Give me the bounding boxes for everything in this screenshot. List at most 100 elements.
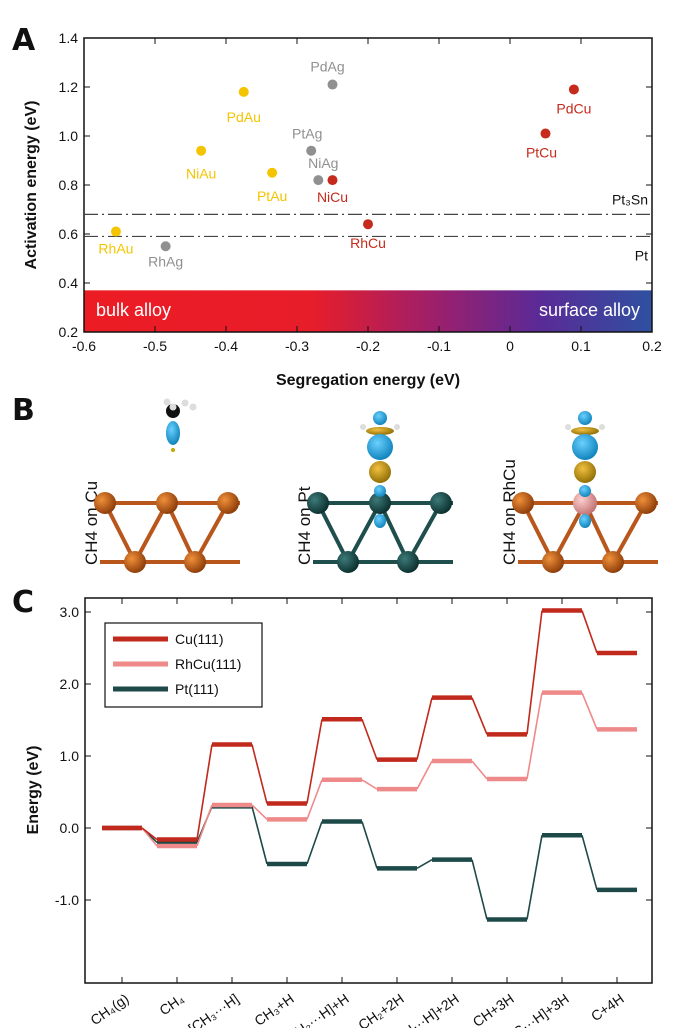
surface-atom	[512, 492, 534, 514]
hydrogen-atom	[181, 399, 189, 407]
legend-label: Cu(111)	[175, 631, 224, 647]
surface-atom	[94, 492, 116, 514]
point-label: RhAu	[98, 241, 133, 257]
point-label: PdCu	[556, 100, 591, 116]
surface-atom	[635, 492, 657, 514]
orbital-lobe	[578, 411, 592, 425]
x-tick-label: CH₄(g)	[87, 990, 131, 1028]
alloy-band	[84, 290, 652, 332]
point-label: PtAg	[292, 126, 322, 142]
data-point	[238, 86, 249, 97]
surface-atom	[156, 492, 178, 514]
orbital-lobe	[166, 421, 180, 445]
surface-atom	[337, 551, 359, 573]
connector-line	[581, 692, 598, 730]
data-point	[327, 79, 338, 90]
connector-line	[196, 804, 213, 847]
point-label: PdAu	[227, 109, 261, 125]
data-point	[540, 128, 551, 139]
y-tick-label: 1.0	[59, 128, 79, 144]
y-tick-label: 1.4	[59, 30, 79, 46]
x-tick-label: C+4H	[588, 990, 627, 1024]
y-tick-label: -1.0	[55, 892, 79, 908]
structure-pt: CH4 on Pt	[295, 411, 453, 573]
surface-atom	[124, 551, 146, 573]
orbital-lobe	[572, 434, 598, 460]
connector-line	[416, 760, 433, 790]
data-point	[306, 145, 317, 156]
connector-line	[361, 821, 378, 869]
x-tick-label: 0	[506, 338, 514, 354]
data-point	[267, 167, 278, 178]
x-tick-label: -0.4	[214, 338, 238, 354]
point-label: PdAg	[310, 59, 344, 75]
connector-line	[361, 719, 378, 760]
data-point	[110, 226, 121, 237]
structure-rhcu: CH4 on RhCu	[500, 411, 658, 573]
connector-line	[471, 760, 488, 780]
bond	[521, 502, 555, 563]
y-tick-label: 0.6	[59, 226, 79, 242]
connector-line	[416, 697, 433, 760]
x-axis-title-a: Segregation energy (eV)	[276, 372, 460, 389]
series-rhcu111	[102, 690, 637, 849]
connector-line	[306, 719, 323, 804]
surface-atom	[217, 492, 239, 514]
x-tick-label: -0.1	[427, 338, 451, 354]
panel-label-a: A	[12, 23, 36, 58]
orbital-lobe	[369, 461, 391, 483]
y-tick-label: 0.8	[59, 177, 79, 193]
legend-label: Pt(111)	[175, 681, 219, 697]
plot-frame	[84, 597, 653, 984]
legend: Cu(111) RhCu(111) Pt(111)	[104, 622, 263, 708]
orbital-lobe	[571, 427, 599, 435]
reference-line-label: Pt	[635, 247, 648, 263]
y-axis-title-c: Energy (eV)	[25, 746, 42, 835]
y-tick-label: 1.2	[59, 79, 79, 95]
orbital-lobe	[366, 427, 394, 435]
orbital-lobe	[373, 411, 387, 425]
data-point	[363, 219, 373, 230]
connector-line	[141, 827, 158, 847]
surface-atom	[602, 551, 624, 573]
series-cu111	[102, 608, 637, 842]
orbital-lobe	[171, 448, 175, 452]
connector-line	[526, 835, 543, 920]
data-point	[313, 175, 324, 186]
x-tick-label: 0.2	[642, 338, 662, 354]
connector-line	[526, 610, 543, 735]
connector-line	[471, 697, 488, 735]
hydrogen-atom	[169, 403, 177, 411]
y-axis-title-a: Activation energy (eV)	[23, 101, 40, 270]
point-label: NiAu	[186, 166, 216, 182]
x-tick-label: [CH₃···H]	[185, 990, 242, 1028]
point-label: RhAg	[148, 253, 183, 269]
series-pt111	[102, 804, 637, 922]
connector-line	[526, 692, 543, 780]
data-point	[160, 241, 171, 252]
energy-profile-chart: -1.0 0.0 1.0 2.0 3.0 CH₄(g) CH₄[CH₃···H] CH₃+H […	[55, 597, 653, 1028]
data-point	[568, 84, 579, 95]
orbital-lobe	[374, 485, 386, 497]
bond	[316, 502, 350, 563]
connector-line	[361, 779, 378, 790]
hydrogen-atom	[360, 424, 366, 430]
point-label: NiCu	[317, 189, 348, 205]
bond	[133, 502, 169, 563]
x-tick-label: [C···H]+3H	[507, 990, 572, 1028]
data-point	[327, 175, 338, 186]
surface-atom	[430, 492, 452, 514]
connector-line	[416, 858, 433, 870]
structure-label: CH4 on RhCu	[500, 459, 519, 565]
connector-line	[251, 744, 268, 804]
y-tick-label: 0.4	[59, 275, 79, 291]
orbital-lobe	[579, 485, 591, 497]
orbital-lobe	[374, 514, 386, 528]
x-tick-label: -0.5	[143, 338, 167, 354]
y-tick-label: 1.0	[60, 748, 80, 764]
hydrogen-atom	[163, 398, 171, 406]
plot-frame	[83, 37, 653, 333]
bond	[193, 502, 230, 563]
surface-atom	[184, 551, 206, 573]
